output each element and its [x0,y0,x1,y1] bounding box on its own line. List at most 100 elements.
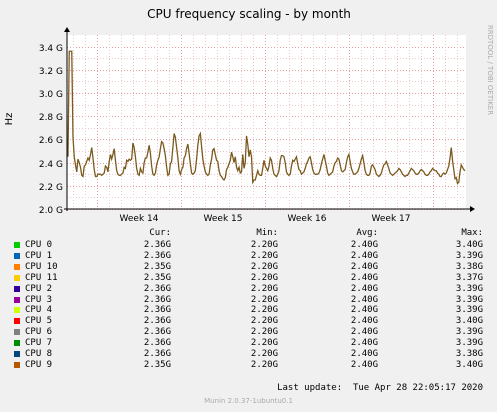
legend-name: CPU 11 [25,272,58,283]
legend-min: 2.20G [250,327,278,338]
legend-row: CPU 3 2.36G 2.20G 2.40G 3.39G [0,295,497,305]
y-tick-label: 2.2 G [39,183,63,193]
legend-cur: 2.36G [143,349,171,359]
legend-min: 2.20G [250,305,278,316]
legend-row: CPU 5 2.36G 2.20G 2.40G 3.40G [0,316,497,326]
y-tick-label: 3.4 G [39,44,63,54]
legend-avg: 2.40G [350,272,378,283]
legend-avg: 2.40G [350,305,378,316]
legend-name: CPU 3 [25,294,53,305]
legend-avg: 2.40G [350,240,378,250]
legend-min: 2.20G [250,294,278,305]
legend-row: CPU 10 2.35G 2.20G 2.40G 3.38G [0,262,497,272]
footer-version: Munin 2.0.37-1ubuntu0.1 [204,397,293,405]
legend-max: 3.40G [455,359,483,370]
y-tick-labels: 2.0 G 2.2 G 2.4 G 2.6 G 2.8 G 3.0 G 3.2 G 3.4 G [39,44,63,216]
legend-cur: 2.35G [143,261,171,272]
legend-swatch [14,263,20,270]
legend-min: 2.20G [250,261,278,272]
legend-avg: 2.40G [350,261,378,272]
legend-swatch [14,296,20,303]
legend-name: CPU 6 [25,327,53,338]
legend-cur: 2.36G [143,283,171,294]
legend-swatch [14,361,20,368]
legend-avg: 2.40G [350,338,378,349]
legend-avg: 2.40G [350,316,378,327]
x-tick-label: Week 17 [372,214,411,224]
legend-row: CPU 7 2.36G 2.20G 2.40G 3.39G [0,338,497,348]
legend-swatch [14,274,20,281]
legend-swatch [14,307,20,314]
legend-name: CPU 7 [25,338,53,349]
legend-max: 3.39G [455,327,483,338]
legend-min: 2.20G [250,316,278,327]
y-tick-label: 2.4 G [39,160,63,170]
rrdtool-watermark: RRDTOOL / TOBI OETIKER [486,25,494,115]
legend-min: 2.20G [250,272,278,283]
legend-cur: 2.36G [143,327,171,338]
header-cur: Cur: [149,228,171,238]
legend-swatch [14,329,20,336]
legend-cur: 2.36G [143,240,171,250]
legend-name: CPU 1 [25,250,53,261]
y-axis-label: Hz [4,113,15,126]
legend-avg: 2.40G [350,250,378,261]
legend-row: CPU 2 2.36G 2.20G 2.40G 3.39G [0,284,497,294]
y-tick-label: 3.2 G [39,67,63,77]
legend-max: 3.39G [455,338,483,349]
x-tick-label: Week 14 [120,214,159,224]
legend-swatch [14,242,20,248]
legend-max: 3.38G [455,261,483,272]
legend-avg: 2.40G [350,359,378,370]
legend-row: CPU 6 2.36G 2.20G 2.40G 3.39G [0,327,497,337]
legend-swatch [14,351,20,357]
legend-max: 3.40G [455,240,483,250]
legend-name: CPU 8 [25,349,53,359]
legend-cur: 2.36G [143,316,171,327]
legend-name: CPU 2 [25,283,53,294]
legend-name: CPU 10 [25,261,58,272]
header-avg: Avg: [356,228,378,238]
legend-name: CPU 5 [25,316,53,327]
legend-row: CPU 0 2.36G 2.20G 2.40G 3.40G [0,240,497,250]
legend-cur: 2.36G [143,338,171,349]
plot-area [67,35,466,209]
legend-min: 2.20G [250,359,278,370]
legend-min: 2.20G [250,240,278,250]
y-tick-label: 2.6 G [39,136,63,146]
legend-avg: 2.40G [350,283,378,294]
header-min: Min: [256,228,278,238]
legend-max: 3.38G [455,349,483,359]
y-tick-label: 2.0 G [39,206,63,216]
legend-max: 3.39G [455,305,483,316]
legend-row: CPU 8 2.36G 2.20G 2.40G 3.38G [0,349,497,359]
legend-row: CPU 11 2.35G 2.20G 2.40G 3.37G [0,273,497,283]
legend-avg: 2.40G [350,349,378,359]
legend-name: CPU 0 [25,240,53,250]
header-max: Max: [461,228,483,238]
legend-cur: 2.36G [143,250,171,261]
legend-name: CPU 4 [25,305,53,316]
legend-max: 3.40G [455,316,483,327]
legend-min: 2.20G [250,283,278,294]
x-axis-arrow [470,206,475,212]
legend-cur: 2.35G [143,359,171,370]
x-tick-label: Week 16 [288,214,327,224]
legend-swatch [14,252,20,259]
legend-avg: 2.40G [350,327,378,338]
x-tick-labels: Week 14 Week 15 Week 16 Week 17 [120,214,411,224]
y-axis-arrow [64,27,70,32]
legend-header: Cur: Min: Avg: Max: [0,228,497,238]
y-tick-label: 2.8 G [39,113,63,123]
legend-min: 2.20G [250,250,278,261]
legend-max: 3.37G [455,272,483,283]
legend-name: CPU 9 [25,359,53,370]
legend-min: 2.20G [250,338,278,349]
legend-avg: 2.40G [350,294,378,305]
legend-row: CPU 4 2.36G 2.20G 2.40G 3.39G [0,305,497,315]
legend-row: CPU 1 2.36G 2.20G 2.40G 3.39G [0,251,497,261]
x-tick-label: Week 15 [204,214,243,224]
legend-swatch [14,285,20,292]
legend-swatch [14,318,20,325]
legend-max: 3.39G [455,294,483,305]
